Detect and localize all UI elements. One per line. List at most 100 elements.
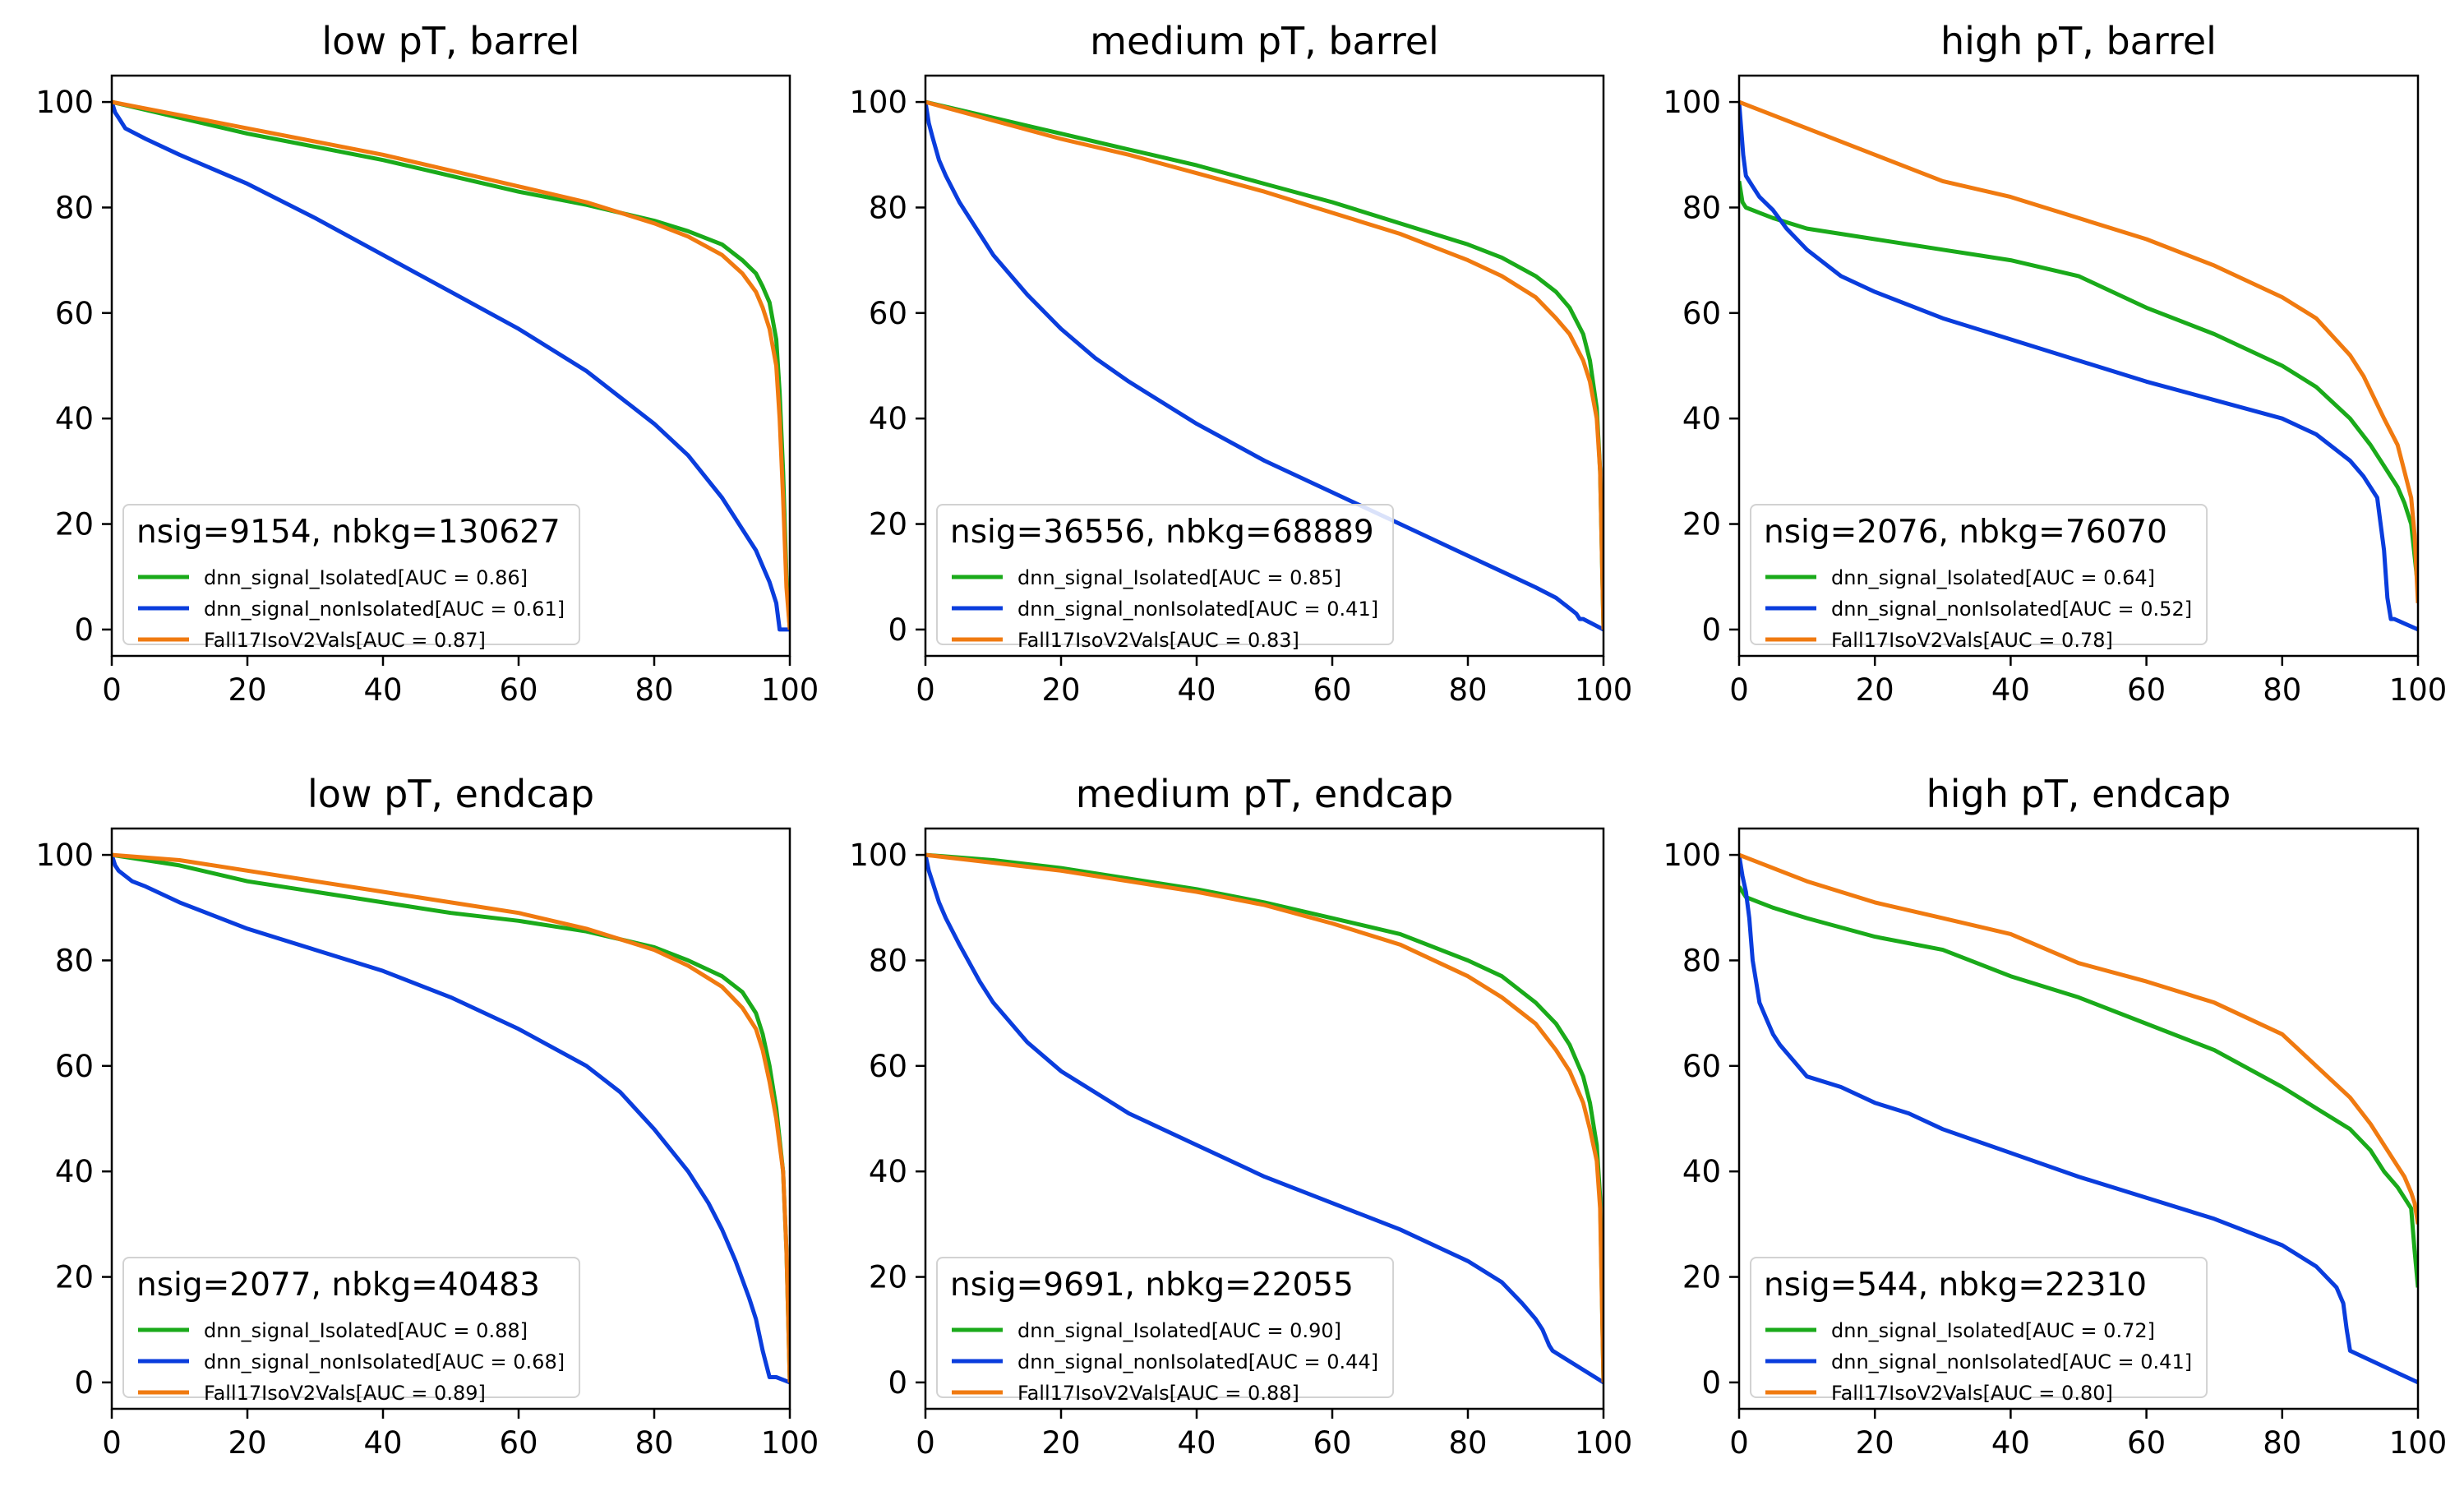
x-tick-label: 80 bbox=[634, 672, 673, 708]
y-tick-label: 40 bbox=[55, 401, 94, 436]
axes-frame bbox=[1737, 827, 2420, 1410]
series-line-dnn_signal_nonIsolated bbox=[1739, 854, 2418, 1385]
legend-entry: Fall17IsoV2Vals[AUC = 0.83] bbox=[1017, 629, 1299, 652]
legend-box bbox=[122, 504, 581, 645]
series-line-dnn_signal_Isolated bbox=[1739, 181, 2418, 588]
y-tick-label: 60 bbox=[1682, 1049, 1721, 1084]
chart-panel: low pT, endcap 0 20 40 60 80 100 0 20 40 60 80 100 ns… bbox=[35, 772, 819, 1461]
legend-entry: dnn_signal_Isolated[AUC = 0.86] bbox=[204, 566, 528, 589]
y-tick-label: 100 bbox=[35, 85, 94, 120]
axes-frame bbox=[924, 827, 1605, 1410]
x-tick-label: 0 bbox=[102, 672, 122, 708]
y-tick-label: 20 bbox=[1682, 507, 1721, 542]
x-tick-label: 40 bbox=[1177, 672, 1216, 708]
legend-entry: dnn_signal_nonIsolated[AUC = 0.41] bbox=[1831, 1350, 2192, 1373]
x-tick-label: 60 bbox=[2127, 672, 2166, 708]
x-tick-label: 20 bbox=[1856, 672, 1894, 708]
y-tick-label: 100 bbox=[1663, 85, 1721, 120]
x-tick-label: 40 bbox=[363, 672, 402, 708]
legend-entry: Fall17IsoV2Vals[AUC = 0.89] bbox=[204, 1382, 486, 1405]
x-tick-label: 60 bbox=[1313, 1425, 1351, 1461]
y-tick-label: 0 bbox=[888, 1365, 907, 1401]
legend: nsig=9154, nbkg=130627 dnn_signal_Isolate… bbox=[122, 504, 581, 652]
legend-box bbox=[936, 504, 1395, 645]
legend-entry: dnn_signal_nonIsolated[AUC = 0.68] bbox=[204, 1350, 565, 1373]
legend-entry: dnn_signal_Isolated[AUC = 0.88] bbox=[204, 1319, 528, 1342]
chart-panel: medium pT, endcap 0 20 40 60 80 100 0 20 40 60 80 10… bbox=[849, 772, 1632, 1461]
x-tick-label: 0 bbox=[1729, 1425, 1749, 1461]
x-tick-label: 80 bbox=[1448, 672, 1487, 708]
y-tick-label: 20 bbox=[55, 1260, 94, 1295]
chart-panel: high pT, endcap 0 20 40 60 80 100 0 20 40 60 80 100 n… bbox=[1663, 772, 2447, 1461]
legend-entry: dnn_signal_nonIsolated[AUC = 0.52] bbox=[1831, 598, 2192, 621]
chart-title: high pT, endcap bbox=[1926, 772, 2231, 816]
chart-title: high pT, barrel bbox=[1940, 19, 2217, 63]
x-tick-label: 60 bbox=[499, 672, 538, 708]
legend-box bbox=[122, 1257, 581, 1398]
y-tick-label: 40 bbox=[869, 401, 907, 436]
series-line-dnn_signal_nonIsolated bbox=[112, 854, 790, 1385]
y-tick-label: 40 bbox=[55, 1154, 94, 1189]
x-tick-label: 40 bbox=[1177, 1425, 1216, 1461]
x-tick-label: 100 bbox=[1575, 1425, 1633, 1461]
x-tick-label: 0 bbox=[102, 1425, 122, 1461]
series-line-Fall17IsoV2Vals bbox=[1739, 99, 2418, 603]
x-tick-label: 80 bbox=[1448, 1425, 1487, 1461]
x-tick-label: 100 bbox=[2389, 672, 2448, 708]
axes-frame bbox=[1737, 74, 2420, 658]
chart-panel: medium pT, barrel 0 20 40 60 80 100 0 20 40 60 80 10… bbox=[849, 19, 1632, 708]
y-tick-label: 60 bbox=[55, 1049, 94, 1084]
y-tick-label: 60 bbox=[55, 296, 94, 331]
x-tick-label: 20 bbox=[1041, 1425, 1080, 1461]
series-line-dnn_signal_Isolated bbox=[925, 852, 1603, 1383]
y-tick-label: 0 bbox=[74, 1365, 94, 1401]
y-tick-label: 0 bbox=[1701, 1365, 1721, 1401]
legend-entry: dnn_signal_Isolated[AUC = 0.90] bbox=[1017, 1319, 1341, 1342]
y-tick-label: 80 bbox=[55, 190, 94, 225]
x-tick-label: 20 bbox=[228, 672, 266, 708]
x-tick-label: 40 bbox=[363, 1425, 402, 1461]
x-tick-label: 100 bbox=[761, 1425, 819, 1461]
x-tick-label: 0 bbox=[916, 672, 935, 708]
chart-panel: high pT, barrel 0 20 40 60 80 100 0 20 40 60 80 100 n… bbox=[1663, 19, 2447, 708]
legend: nsig=544, nbkg=22310 dnn_signal_Isolated[… bbox=[1750, 1257, 2208, 1405]
y-tick-label: 0 bbox=[888, 612, 907, 648]
legend: nsig=36556, nbkg=68889 dnn_signal_Isolate… bbox=[936, 504, 1395, 652]
x-tick-label: 40 bbox=[1991, 1425, 2030, 1461]
y-tick-label: 100 bbox=[849, 838, 907, 873]
chart-title: low pT, endcap bbox=[307, 772, 594, 816]
y-tick-label: 0 bbox=[74, 612, 94, 648]
legend-entry: Fall17IsoV2Vals[AUC = 0.88] bbox=[1017, 1382, 1299, 1405]
y-tick-label: 80 bbox=[869, 943, 907, 978]
series-line-Fall17IsoV2Vals bbox=[925, 99, 1603, 630]
chart-title: low pT, barrel bbox=[321, 19, 579, 63]
y-tick-label: 100 bbox=[35, 838, 94, 873]
y-tick-label: 0 bbox=[1701, 612, 1721, 648]
x-tick-label: 100 bbox=[2389, 1425, 2448, 1461]
y-tick-label: 60 bbox=[1682, 296, 1721, 331]
y-tick-label: 60 bbox=[869, 296, 907, 331]
legend: nsig=9691, nbkg=22055 dnn_signal_Isolated… bbox=[936, 1257, 1395, 1405]
series-line-Fall17IsoV2Vals bbox=[112, 99, 790, 630]
x-tick-label: 80 bbox=[2263, 1425, 2301, 1461]
y-tick-label: 20 bbox=[1682, 1260, 1721, 1295]
axes-frame bbox=[110, 827, 791, 1410]
x-tick-label: 80 bbox=[634, 1425, 673, 1461]
chart-title: medium pT, barrel bbox=[1090, 19, 1439, 63]
legend-box bbox=[1750, 504, 2208, 645]
y-tick-label: 20 bbox=[869, 507, 907, 542]
series-line-dnn_signal_Isolated bbox=[925, 99, 1603, 630]
legend-title: nsig=2077, nbkg=40483 bbox=[136, 1267, 540, 1304]
x-tick-label: 0 bbox=[916, 1425, 935, 1461]
y-tick-label: 80 bbox=[1682, 190, 1721, 225]
x-tick-label: 80 bbox=[2263, 672, 2301, 708]
x-tick-label: 100 bbox=[1575, 672, 1633, 708]
y-tick-label: 20 bbox=[869, 1260, 907, 1295]
legend-title: nsig=9154, nbkg=130627 bbox=[136, 514, 561, 551]
series-line-dnn_signal_nonIsolated bbox=[925, 101, 1603, 632]
legend: nsig=2077, nbkg=40483 dnn_signal_Isolated… bbox=[122, 1257, 581, 1405]
legend-title: nsig=36556, nbkg=68889 bbox=[950, 514, 1374, 551]
x-tick-label: 20 bbox=[1041, 672, 1080, 708]
axes-frame bbox=[110, 74, 791, 658]
